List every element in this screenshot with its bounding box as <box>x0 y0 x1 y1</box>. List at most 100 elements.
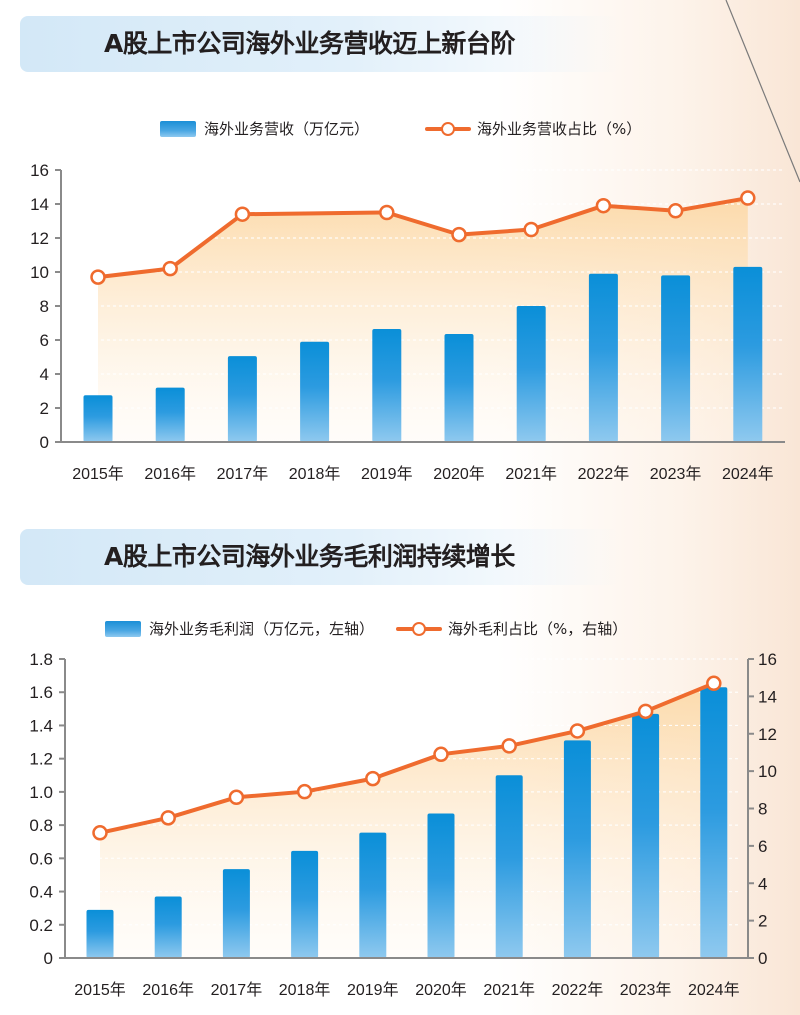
y-tick-label-left: 8 <box>40 297 49 316</box>
chart2-title-banner: A股上市公司海外业务毛利润持续增长 <box>20 529 620 585</box>
line-marker-2022年 <box>595 197 612 214</box>
y-tick-label-left: 1.6 <box>29 683 53 702</box>
bar-2016年 <box>154 896 182 958</box>
y-tick-label-left: 16 <box>30 161 49 180</box>
legend-bar-swatch-icon <box>105 620 141 637</box>
line-marker-2017年 <box>234 206 251 222</box>
line-marker-2016年 <box>162 260 178 277</box>
y-tick-label-right: 0 <box>758 949 767 968</box>
chart2-title: A股上市公司海外业务毛利润持续增长 <box>104 542 515 571</box>
bar-2023年 <box>632 713 660 958</box>
bar-2022年 <box>588 273 618 442</box>
x-tick-label: 2017年 <box>211 981 263 999</box>
chart1-revenue: 0 2 4 6 8 10 12 14 16 2015年 2016年 2017年 2018年 2019年 20… <box>30 161 785 483</box>
chart2-legend: 海外业务毛利润（万亿元，左轴） 海外毛利占比（%，右轴） <box>105 618 627 639</box>
line-marker-2019年 <box>379 204 395 221</box>
y-tick-label-left: 0.2 <box>29 916 53 935</box>
y-tick-label-left: 1.0 <box>29 783 53 802</box>
y-tick-label-right: 4 <box>758 874 767 893</box>
y-tick-label-left: 0 <box>44 949 53 968</box>
y-tick-label-right: 2 <box>758 912 767 931</box>
legend-label: 海外业务毛利润（万亿元，左轴） <box>149 620 375 638</box>
chart1-title: A股上市公司海外业务营收迈上新台阶 <box>104 29 515 58</box>
bar-2018年 <box>300 341 330 442</box>
legend-label: 海外业务营收占比（%） <box>477 120 642 138</box>
y-tick-label-left: 1.2 <box>29 750 53 769</box>
bar-2020年 <box>427 813 455 958</box>
legend-item-gross-profit: 海外业务毛利润（万亿元，左轴） <box>105 618 374 639</box>
chart1-legend: 海外业务营收（万亿元） 海外业务营收占比（%） <box>160 118 641 139</box>
line-area-fill <box>100 683 714 958</box>
y-tick-label-right: 14 <box>758 687 777 706</box>
line-marker-2016年 <box>160 810 176 826</box>
line-marker-2024年 <box>740 190 756 206</box>
line-marker-2015年 <box>90 269 106 285</box>
line-marker-2021年 <box>501 738 517 754</box>
legend-item-gross-profit-share: 海外毛利占比（%，右轴） <box>396 618 627 639</box>
y-tick-label-left: 14 <box>30 195 49 214</box>
x-tick-label: 2022年 <box>552 981 604 999</box>
x-tick-label: 2018年 <box>279 981 331 999</box>
y-tick-label-right: 8 <box>758 800 767 819</box>
x-tick-label: 2021年 <box>505 465 557 483</box>
line-marker-2018年 <box>296 783 313 800</box>
y-tick-label-left: 1.4 <box>29 716 53 735</box>
y-tick-label-right: 16 <box>758 650 777 669</box>
y-tick-label-right: 6 <box>758 837 767 856</box>
bar-2023年 <box>661 275 691 442</box>
bar-2019年 <box>372 328 402 442</box>
y-tick-label-left: 0.6 <box>29 849 53 868</box>
x-tick-label: 2016年 <box>142 981 194 999</box>
series-line <box>96 196 750 280</box>
bar-2024年 <box>700 687 728 958</box>
line-marker-2019年 <box>365 770 381 787</box>
x-tick-label: 2019年 <box>347 981 399 999</box>
line-marker-2023年 <box>667 203 684 219</box>
x-tick-label: 2015年 <box>74 981 126 999</box>
y-tick-label-left: 12 <box>30 229 49 248</box>
legend-label: 海外业务营收（万亿元） <box>204 120 370 138</box>
line-marker-2015年 <box>92 825 108 841</box>
bar-2022年 <box>563 740 591 958</box>
line-area-fill <box>98 198 748 442</box>
legend-label: 海外毛利占比（%，右轴） <box>448 620 628 638</box>
x-tick-label: 2024年 <box>688 981 740 999</box>
legend-item-revenue: 海外业务营收（万亿元） <box>160 118 369 139</box>
line-marker-2020年 <box>433 746 449 763</box>
y-tick-label-left: 0 <box>40 433 49 452</box>
x-tick-label: 2020年 <box>415 981 467 999</box>
x-tick-label: 2019年 <box>361 465 413 483</box>
x-tick-label: 2022年 <box>578 465 630 483</box>
line-marker-2021年 <box>523 221 539 238</box>
legend-line-marker-icon <box>396 621 443 637</box>
line-marker-2022年 <box>569 723 586 739</box>
line-marker-2023年 <box>637 703 654 720</box>
x-tick-label: 2024年 <box>722 465 774 483</box>
bar-2024年 <box>733 266 763 442</box>
x-tick-label: 2016年 <box>144 465 196 483</box>
x-tick-label: 2017年 <box>217 465 269 483</box>
chart1-title-banner: A股上市公司海外业务营收迈上新台阶 <box>20 16 620 72</box>
bar-2020年 <box>444 334 474 442</box>
legend-item-revenue-share: 海外业务营收占比（%） <box>425 118 641 139</box>
x-tick-label: 2015年 <box>72 465 124 483</box>
bar-2021年 <box>516 306 546 442</box>
bar-2018年 <box>291 850 319 958</box>
y-tick-label-left: 0.8 <box>29 816 53 835</box>
legend-line-marker-icon <box>425 121 472 137</box>
y-tick-label-left: 4 <box>40 365 49 384</box>
bar-2019年 <box>359 832 387 958</box>
bar-2021年 <box>495 775 523 958</box>
line-marker-2024年 <box>706 675 722 692</box>
y-tick-label-right: 10 <box>758 762 777 781</box>
bar-2016年 <box>155 387 185 442</box>
bar-2015年 <box>83 395 113 442</box>
y-tick-label-left: 6 <box>40 331 49 350</box>
bar-2015年 <box>86 909 114 958</box>
x-tick-label: 2021年 <box>483 981 535 999</box>
x-tick-label: 2020年 <box>433 465 485 483</box>
y-tick-label-left: 1.8 <box>29 650 53 669</box>
x-tick-label: 2018年 <box>289 465 341 483</box>
bar-2017年 <box>227 356 257 442</box>
y-tick-label-left: 10 <box>30 263 49 282</box>
